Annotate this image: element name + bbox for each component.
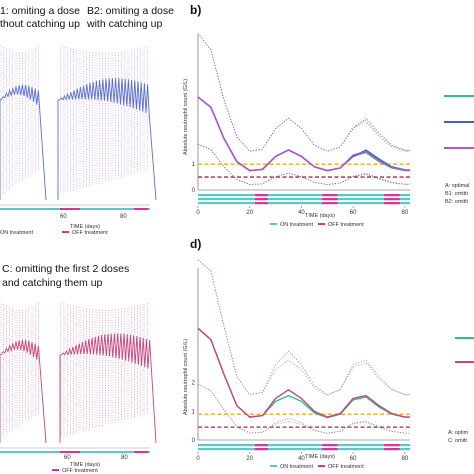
panel-a: 1: omiting a dose thout catching up B2: … bbox=[0, 5, 174, 236]
panel-d-xtick-80: 80 bbox=[401, 456, 408, 462]
panel-d-xtick-0: 0 bbox=[196, 456, 200, 462]
panel-b-xlabel: TIME (days) bbox=[305, 213, 335, 219]
panel-d-off-bar-1-0 bbox=[254, 448, 268, 451]
panel-d-series-0-band-upper bbox=[197, 259, 410, 397]
panel-a-left-label2: thout catching up bbox=[0, 18, 80, 30]
panel-d-ytick-0: 0 bbox=[192, 438, 196, 444]
panel-b-off-bar-1-2 bbox=[384, 198, 400, 201]
panel-b-off-bar-1-0 bbox=[254, 198, 268, 201]
panel-a-trace bbox=[0, 78, 157, 201]
panel-d-off-bar-0-2 bbox=[384, 444, 400, 447]
panel-c: C: omitting the first 2 doses and catchi… bbox=[0, 263, 157, 474]
panel-d-series-label-0: A: optim bbox=[448, 430, 469, 436]
panel-a-plot bbox=[0, 45, 157, 210]
panel-d-off-swatch bbox=[318, 465, 325, 467]
panel-b-on-swatch bbox=[270, 223, 277, 225]
panel-d-on-bar-0 bbox=[198, 444, 410, 447]
panel-d-letter: d) bbox=[190, 237, 201, 251]
panel-a-xlabel: TIME (days) bbox=[70, 224, 100, 230]
panel-d-xtick-60: 60 bbox=[350, 456, 357, 462]
panel-b: b) Absolute neutrophil count (G/L) 0 20 40… bbox=[183, 3, 474, 228]
panel-b-series-1-band-upper bbox=[197, 33, 411, 152]
panel-a-right-label2: with catching up bbox=[86, 18, 162, 30]
panel-b-series-2-band-lower bbox=[197, 143, 411, 185]
panel-b-off-bar-0-2 bbox=[384, 194, 400, 197]
panel-c-trace bbox=[0, 333, 157, 444]
panel-c-tick-80: 80 bbox=[121, 455, 128, 461]
panel-b-legend-on: ON treatment bbox=[280, 222, 313, 228]
panel-b-series-2-line bbox=[197, 96, 411, 172]
panel-c-legend-off: OFF treatment bbox=[62, 468, 98, 474]
panel-c-tick-60: 60 bbox=[64, 455, 71, 461]
panel-d-plot: 0 20 40 60 80 0 1 2 bbox=[192, 259, 410, 462]
panel-d: d) Absolute neutrophil count (G/L) 0 20 40… bbox=[183, 237, 474, 470]
panel-d-series-0-band-lower bbox=[197, 383, 410, 434]
panel-a-legend-off: OFF treatment bbox=[72, 230, 108, 236]
panel-d-xlabel: TIME (days) bbox=[305, 454, 335, 460]
panel-b-xtick-0: 0 bbox=[196, 210, 200, 216]
panel-b-off-bar-2-2 bbox=[384, 202, 400, 205]
panel-a-off-swatch bbox=[62, 231, 69, 233]
panel-d-ytick-2: 2 bbox=[192, 381, 196, 387]
panel-d-on-swatch bbox=[270, 465, 277, 467]
panel-b-off-bar-0-1 bbox=[322, 194, 338, 197]
panel-b-letter: b) bbox=[190, 3, 201, 17]
panel-b-series-2-band-upper bbox=[197, 33, 411, 152]
panel-c-plot bbox=[0, 302, 157, 453]
panel-b-series-0-band-upper bbox=[197, 33, 410, 152]
panel-c-label2: and catching them up bbox=[2, 277, 103, 289]
panel-d-ylabel: Absolute neutrophil count (G/L) bbox=[183, 339, 189, 415]
panel-a-right-label: B2: omiting a dose bbox=[87, 5, 174, 17]
panel-b-off-bar-1-1 bbox=[322, 198, 338, 201]
panel-d-xtick-40: 40 bbox=[298, 456, 305, 462]
panel-a-off-bar-1 bbox=[134, 208, 148, 210]
panel-b-off-bar-2-0 bbox=[254, 202, 268, 205]
panel-c-label: C: omitting the first 2 doses bbox=[2, 263, 129, 275]
panel-d-series-label-1: C: omitt bbox=[448, 438, 467, 444]
panel-b-off-bar-0-0 bbox=[254, 194, 268, 197]
panel-d-xtick-20: 20 bbox=[246, 456, 253, 462]
panel-c-off-bar-1 bbox=[134, 451, 148, 453]
panel-b-xtick-60: 60 bbox=[350, 210, 357, 216]
panel-b-on-bar-1 bbox=[198, 198, 410, 201]
panel-d-on-bar-1 bbox=[198, 448, 410, 451]
panel-d-off-bar-1-1 bbox=[322, 448, 338, 451]
panel-b-xtick-20: 20 bbox=[246, 210, 253, 216]
panel-d-ytick-1: 1 bbox=[192, 409, 196, 415]
panel-b-xtick-40: 40 bbox=[298, 210, 305, 216]
panel-d-series-1-line bbox=[197, 327, 410, 418]
panel-a-legend-on: ON treatment bbox=[0, 230, 33, 236]
panel-b-on-bar-0 bbox=[198, 194, 410, 197]
panel-a-off-bar-0 bbox=[60, 208, 80, 210]
panel-b-series-label-1: B1: omitti bbox=[445, 191, 468, 197]
panel-d-off-bar-0-1 bbox=[322, 444, 338, 447]
panel-b-series-label-0: A: optimal bbox=[445, 183, 469, 189]
panel-c-xlabel: TIME (days) bbox=[70, 462, 100, 468]
panel-d-legend-on: ON treatment bbox=[280, 464, 313, 470]
panel-b-plot: 0 20 40 60 80 0 1 bbox=[192, 33, 411, 216]
panel-c-off-bar-0 bbox=[60, 451, 80, 453]
panel-d-series-1-band-lower bbox=[197, 383, 410, 434]
panel-a-left-label: 1: omiting a dose bbox=[0, 5, 80, 17]
panel-b-ylabel: Absolute neutrophil count (G/L) bbox=[183, 79, 189, 155]
panel-d-off-bar-0-0 bbox=[254, 444, 268, 447]
panel-d-series-1-band-upper bbox=[197, 259, 410, 396]
panel-b-legend-off: OFF treatment bbox=[328, 222, 364, 228]
panel-b-ytick-1: 1 bbox=[192, 162, 196, 168]
panel-c-off-swatch bbox=[52, 469, 59, 471]
panel-b-off-bar-2-1 bbox=[322, 202, 338, 205]
panel-b-off-swatch bbox=[318, 223, 325, 225]
panel-b-ytick-0: 0 bbox=[192, 188, 196, 194]
panel-b-on-bar-2 bbox=[198, 202, 410, 205]
panel-b-series-label-2: B2: omitti bbox=[445, 199, 468, 205]
panel-a-tick-80: 80 bbox=[120, 214, 127, 220]
panel-d-legend-off: OFF treatment bbox=[328, 464, 364, 470]
panel-a-tick-50: 60 bbox=[60, 214, 67, 220]
panel-d-off-bar-1-2 bbox=[384, 448, 400, 451]
panel-b-xtick-80: 80 bbox=[401, 210, 408, 216]
